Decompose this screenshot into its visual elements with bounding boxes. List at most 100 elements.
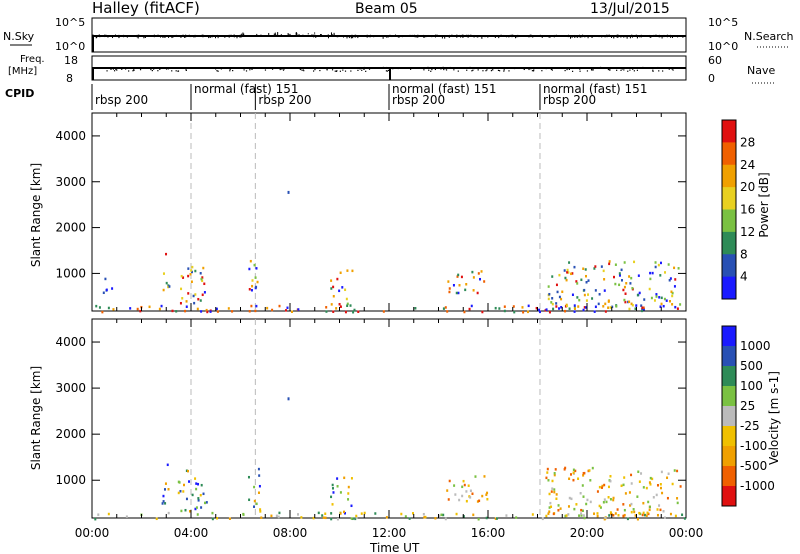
noise-sample <box>385 35 387 38</box>
noise-sample <box>137 35 139 39</box>
echo-cell <box>575 280 578 283</box>
echo-cell <box>642 306 645 310</box>
freq-sample <box>171 70 173 72</box>
echo-cell <box>560 306 563 309</box>
freq-sample <box>627 70 629 72</box>
noise-sample <box>661 35 663 39</box>
echo-cell <box>129 307 132 310</box>
freq-sample <box>579 68 581 70</box>
echo-cell <box>216 310 219 313</box>
echo-cell <box>442 513 445 517</box>
cpid-mode-2: rbsp 200 <box>258 93 311 107</box>
echo-cell <box>544 309 547 312</box>
echo-cell <box>139 309 142 313</box>
noise-sample <box>288 34 290 38</box>
noise-sample <box>539 34 541 37</box>
noise-sample <box>411 34 413 37</box>
echo-cell <box>322 516 325 519</box>
freq-sample <box>449 66 451 69</box>
echo-cell <box>629 504 632 507</box>
echo-cell <box>583 306 586 309</box>
noise-sample <box>639 35 641 38</box>
echo-cell <box>609 497 612 501</box>
colorbar-segment <box>722 426 736 447</box>
echo-cell <box>463 483 466 487</box>
echo-cell <box>422 512 425 516</box>
noise-trace <box>92 32 686 52</box>
freq-sample <box>609 69 611 71</box>
echo-cell <box>216 516 219 520</box>
noise-sample <box>415 35 417 38</box>
echo-cell <box>591 466 594 470</box>
echo-cell <box>603 498 606 501</box>
echo-cell <box>566 268 569 272</box>
noise-sample <box>211 35 213 38</box>
noise-sample <box>502 35 504 37</box>
noise-sample <box>409 34 411 37</box>
freq-sample <box>453 69 455 71</box>
echo-cell <box>669 512 672 516</box>
echo-cell <box>625 282 628 285</box>
echo-cell <box>317 511 320 515</box>
noise-sample <box>446 35 448 37</box>
echo-cell <box>638 480 641 483</box>
echo-cell <box>636 495 639 498</box>
echo-cell <box>200 483 203 487</box>
echo-cell <box>196 513 199 516</box>
echo-cell <box>521 306 524 309</box>
cpid-mode-4: rbsp 200 <box>392 93 445 107</box>
freq-sample <box>618 67 621 69</box>
echo-cell <box>423 516 426 519</box>
echo-cell <box>324 512 327 515</box>
freq-sample <box>359 68 361 70</box>
echo-cell <box>472 513 475 517</box>
echo-cell <box>455 291 458 295</box>
freq-sample <box>363 68 365 70</box>
freq-sample <box>139 69 142 71</box>
echo-cell <box>194 507 197 511</box>
freq-sample <box>642 66 644 69</box>
echo-cell <box>571 293 574 297</box>
echo-cell <box>583 293 586 297</box>
echo-cell <box>512 305 515 308</box>
echo-cell <box>561 290 564 294</box>
echo-cell <box>602 269 605 273</box>
echo-point <box>287 190 290 194</box>
noise-sample <box>241 33 243 36</box>
echo-cell <box>679 485 682 488</box>
noise-sample <box>635 34 637 37</box>
nave-tick-top: 60 <box>708 54 722 67</box>
echo-cell <box>182 276 185 279</box>
echo-cell <box>633 260 636 264</box>
echo-cell <box>623 298 626 302</box>
freq-sample <box>98 67 100 69</box>
echo-cell <box>572 478 575 482</box>
nave-label: Nave <box>747 64 775 77</box>
echo-cell <box>656 484 659 487</box>
noise-sample <box>256 33 258 37</box>
echo-cell <box>259 508 262 511</box>
echo-cell <box>526 310 529 314</box>
echo-cell <box>604 310 607 313</box>
echo-cell <box>453 484 456 487</box>
cpid-label: CPID <box>5 87 34 100</box>
freq-sample <box>216 70 218 72</box>
echo-cell <box>513 310 516 314</box>
noise-sample <box>330 32 332 35</box>
noise-sample <box>368 35 370 38</box>
noise-sample <box>655 34 657 36</box>
freq-sample <box>445 67 447 70</box>
echo-cell <box>185 300 188 303</box>
noise-sample <box>188 34 190 38</box>
freq-sample <box>319 69 321 72</box>
noise-sample <box>104 34 106 38</box>
freq-sample <box>334 70 336 72</box>
noise-sample <box>580 35 582 38</box>
echo-cell <box>589 500 592 504</box>
echo-cell <box>628 307 631 311</box>
freq-sample <box>477 67 479 70</box>
noise-sample <box>354 34 356 38</box>
freq-sample <box>532 70 535 72</box>
echo-cell <box>568 261 571 264</box>
freq-sample <box>229 70 231 72</box>
